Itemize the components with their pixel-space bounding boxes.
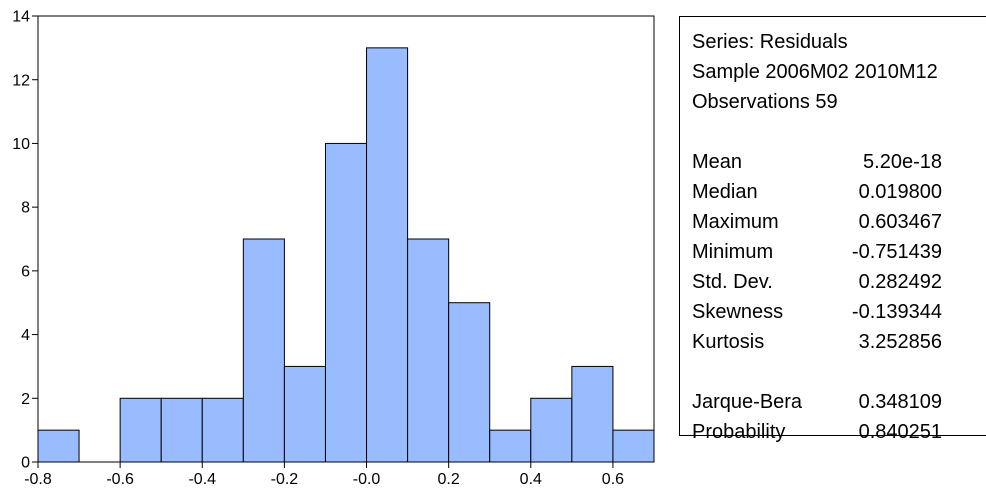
- histogram-bar-3: [160, 397, 203, 463]
- stat-label: Std. Dev.: [692, 271, 773, 293]
- stat-label: Minimum: [692, 241, 774, 263]
- y-tick-label-2: 4: [21, 327, 30, 344]
- histogram-bar-7: [324, 142, 368, 463]
- x-tick-label-7: 0.6: [602, 471, 624, 488]
- stat-row-median: Median 0.019800: [692, 177, 986, 207]
- stat-label: Probability: [692, 421, 786, 443]
- stat-value: 3.252856: [858, 331, 942, 353]
- spacer: [692, 117, 986, 147]
- histogram-bar-14: [612, 429, 655, 463]
- histogram-bar-9: [407, 238, 450, 463]
- stat-row-maximum: Maximum 0.603467: [692, 207, 986, 237]
- y-tick-label-0: 0: [21, 455, 30, 472]
- stat-row-minimum: Minimum -0.751439: [692, 237, 986, 267]
- y-tick-label-1: 2: [21, 391, 30, 408]
- stat-label: Mean: [692, 151, 743, 173]
- x-tick-label-6: 0.4: [520, 471, 542, 488]
- stat-label: Maximum: [692, 211, 779, 233]
- sample-range: Sample 2006M02 2010M12: [692, 61, 938, 83]
- histogram-bar-4: [201, 397, 244, 463]
- stat-label: Kurtosis: [692, 331, 765, 353]
- histogram-bar-11: [489, 429, 532, 463]
- y-tick-label-6: 12: [12, 72, 30, 89]
- y-tick-label-7: 14: [12, 9, 30, 26]
- stat-value: 0.019800: [858, 181, 942, 203]
- x-tick-label-2: -0.4: [188, 471, 216, 488]
- stat-row-skewness: Skewness -0.139344: [692, 297, 986, 327]
- y-tick-label-3: 6: [21, 263, 30, 280]
- stat-row-mean: Mean 5.20e-18: [692, 147, 986, 177]
- stat-label: Jarque-Bera: [692, 391, 803, 413]
- histogram-bar-0: [37, 429, 80, 463]
- y-tick-label-5: 10: [12, 136, 30, 153]
- stat-label: Median: [692, 181, 758, 203]
- stat-row-std-dev: Std. Dev. 0.282492: [692, 267, 986, 297]
- histogram-bar-8: [366, 47, 409, 463]
- x-axis: -0.8 -0.6 -0.4 -0.2 -0.0 0.2 0.4 0.6: [24, 462, 624, 488]
- histogram-bar-6: [283, 365, 326, 463]
- stat-value: -0.751439: [851, 241, 942, 263]
- x-tick-label-5: 0.2: [438, 471, 460, 488]
- stat-row-kurtosis: Kurtosis 3.252856: [692, 327, 986, 357]
- statistics-panel: Series: Residuals Sample 2006M02 2010M12…: [679, 16, 986, 443]
- stat-value: 5.20e-18: [863, 151, 942, 173]
- histogram-bar-2: [119, 397, 162, 463]
- stat-row-probability: Probability 0.840251: [692, 417, 986, 447]
- series-name: Series: Residuals: [692, 31, 848, 53]
- histogram-bar-13: [571, 365, 614, 463]
- stat-value: 0.348109: [858, 391, 942, 413]
- stat-row-jarque-bera: Jarque-Bera 0.348109: [692, 387, 986, 417]
- plot-frame: [37, 15, 655, 463]
- histogram-bar-5: [242, 238, 285, 463]
- y-tick-label-4: 8: [21, 200, 30, 217]
- histogram-bar-12: [530, 397, 573, 463]
- x-tick-label-1: -0.6: [106, 471, 134, 488]
- observations-count: Observations 59: [692, 91, 838, 113]
- stat-value: 0.603467: [858, 211, 942, 233]
- stat-value: -0.139344: [851, 301, 942, 323]
- stat-label: Skewness: [692, 301, 784, 323]
- y-axis: 0 2 4 6 8 10 12 14: [12, 9, 38, 472]
- x-tick-label-3: -0.2: [271, 471, 299, 488]
- histogram-bar-10: [448, 302, 491, 463]
- histogram-bars: [37, 47, 655, 463]
- x-tick-label-4: -0.0: [353, 471, 381, 488]
- x-tick-label-0: -0.8: [24, 471, 52, 488]
- stat-value: 0.840251: [858, 421, 942, 443]
- stat-value: 0.282492: [858, 271, 942, 293]
- spacer: [692, 357, 986, 387]
- histogram-chart: 0 2 4 6 8 10 12 14 -0.8 -0.6 -0.4 -0.2 -0.0 0.2 0.4 0.…: [12, 9, 655, 488]
